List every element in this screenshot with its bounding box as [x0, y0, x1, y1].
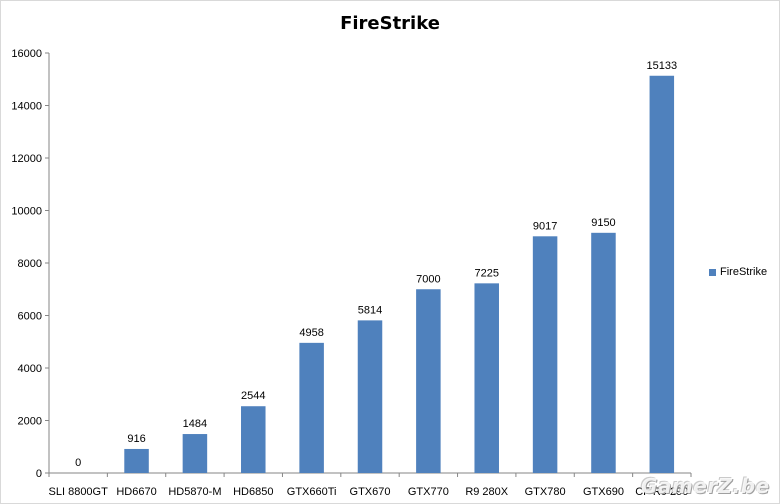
bar [532, 236, 558, 473]
x-tick-label: GTX780 [525, 486, 566, 498]
chart-title: FireStrike [340, 13, 440, 34]
legend-label: FireStrike [720, 266, 768, 278]
y-tick-label: 4000 [18, 363, 42, 375]
y-tick-label: 16000 [11, 48, 42, 60]
watermark-logo: GamerZ.be [641, 474, 770, 498]
data-label: 4958 [299, 327, 323, 339]
y-tick-label: 10000 [11, 206, 42, 218]
bar [591, 232, 616, 473]
bar [416, 289, 441, 473]
x-tick-label: HD6850 [233, 486, 273, 498]
x-tick-label: GTX660Ti [287, 486, 337, 498]
bar [299, 342, 324, 473]
y-tick-label: 2000 [18, 416, 42, 428]
x-tick-label: SLI 8800GT [49, 486, 109, 498]
y-tick-label: 14000 [11, 101, 42, 113]
x-tick-label: HD6670 [116, 486, 156, 498]
data-label: 1484 [183, 418, 207, 430]
legend: FireStrike [709, 266, 767, 278]
bar [182, 434, 208, 473]
x-tick-label: GTX690 [583, 486, 624, 498]
y-tick-label: 8000 [18, 258, 42, 270]
bar [474, 283, 499, 473]
y-tick-label: 12000 [11, 153, 42, 165]
data-label: 5814 [358, 304, 382, 316]
data-label: 7225 [474, 267, 498, 279]
data-label: 7000 [416, 273, 440, 285]
x-tick-label: GTX670 [350, 486, 391, 498]
data-label: 2544 [241, 390, 265, 402]
y-tick-label: 0 [36, 468, 42, 480]
data-label: 9150 [591, 217, 615, 229]
x-tick-label: HD5870-M [168, 486, 221, 498]
y-tick-label: 6000 [18, 311, 42, 323]
x-tick-label: CF R9 290 [635, 486, 688, 498]
bar [241, 406, 266, 473]
data-label: 916 [127, 433, 145, 445]
bar [357, 320, 383, 473]
x-tick-label: R9 280X [465, 486, 508, 498]
x-tick-label: GTX770 [408, 486, 449, 498]
data-label: 15133 [647, 60, 678, 72]
data-label: 0 [75, 457, 81, 469]
bar [124, 448, 149, 473]
data-label: 9017 [533, 220, 557, 232]
legend-swatch [709, 268, 716, 276]
bar [649, 75, 675, 473]
